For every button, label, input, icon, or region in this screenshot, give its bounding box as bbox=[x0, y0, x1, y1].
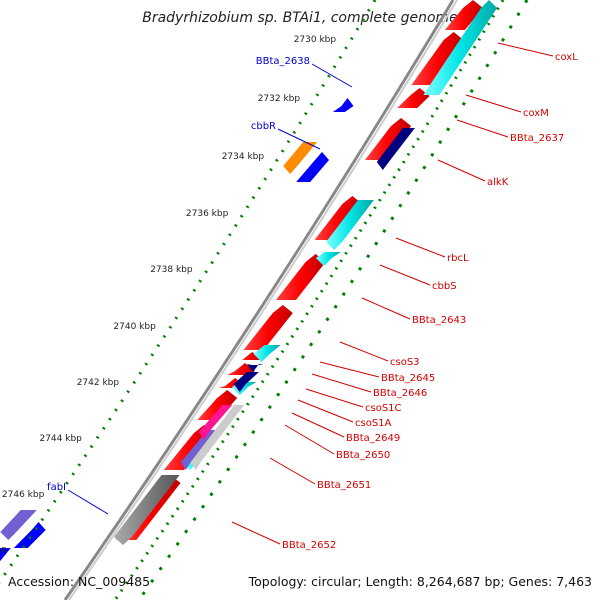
label-leader bbox=[465, 94, 522, 113]
label-leader bbox=[456, 119, 509, 138]
gene-label: fabI bbox=[47, 482, 66, 493]
label-leader bbox=[284, 424, 335, 455]
cds-red-0 bbox=[444, 0, 483, 30]
gene-label: csoS1A bbox=[355, 418, 392, 429]
cds-orange-cbbR bbox=[283, 142, 318, 174]
cds-red-4 bbox=[314, 196, 363, 240]
gene-label: BBta_2650 bbox=[336, 450, 390, 461]
accession-text: Accession: NC_009485 bbox=[8, 574, 151, 589]
cds-navy-0 bbox=[376, 128, 415, 170]
backbone-line bbox=[63, 0, 455, 600]
tick-label: 2738 kbp bbox=[150, 265, 193, 275]
label-layer: 2730 kbp 2732 kbp 2734 kbp 2736 kbp 2738 kbp… bbox=[0, 35, 578, 555]
gene-label: cbbS bbox=[432, 281, 457, 292]
gene-label: BBta_2637 bbox=[510, 133, 564, 144]
cds-navy-1 bbox=[247, 364, 264, 372]
cds-navy-2 bbox=[233, 372, 259, 392]
cds-grey bbox=[113, 475, 180, 545]
label-leader bbox=[67, 489, 109, 515]
cds-blue-cbbR2 bbox=[296, 152, 329, 182]
gene-label: BBta_2651 bbox=[317, 480, 371, 491]
backbone-layer bbox=[63, 0, 458, 600]
gene-label: BBta_2643 bbox=[412, 315, 466, 326]
label-leader bbox=[311, 373, 372, 393]
outer-dotted-track bbox=[113, 0, 505, 600]
cds-red-1 bbox=[411, 32, 464, 85]
gene-label: csoS3 bbox=[390, 357, 420, 368]
tick-label: 2746 kbp bbox=[2, 490, 45, 500]
label-leader bbox=[305, 388, 364, 408]
gene-label: BBta_2638 bbox=[256, 56, 310, 67]
tick-label: 2744 kbp bbox=[39, 434, 82, 444]
gene-label: alkK bbox=[487, 177, 509, 188]
label-leader bbox=[497, 42, 554, 57]
gene-label: BBta_2646 bbox=[373, 388, 427, 399]
label-leader bbox=[379, 264, 431, 286]
label-leader bbox=[277, 128, 321, 150]
dotted-tracks bbox=[0, 0, 529, 600]
label-leader bbox=[319, 361, 380, 378]
cds-red-5 bbox=[276, 254, 326, 300]
cds-red-3 bbox=[365, 118, 412, 160]
tick-label: 2742 kbp bbox=[77, 378, 120, 388]
label-leader bbox=[269, 457, 316, 485]
gene-label: cbbR bbox=[251, 121, 276, 132]
gene-label: BBta_2652 bbox=[282, 540, 336, 551]
gene-label: BBta_2645 bbox=[381, 373, 435, 384]
label-leader bbox=[311, 63, 353, 88]
gene-label: rbcL bbox=[447, 253, 469, 264]
cds-blue-2638 bbox=[332, 98, 354, 112]
label-leader bbox=[395, 237, 446, 258]
cds-cyan-0 bbox=[423, 0, 497, 95]
label-leader bbox=[297, 399, 354, 423]
gene-label: BBta_2649 bbox=[346, 433, 400, 444]
label-leader bbox=[361, 297, 411, 320]
label-leader bbox=[231, 521, 281, 545]
outer-dotted-track-2 bbox=[137, 0, 529, 600]
cds-red-10 bbox=[197, 390, 238, 420]
label-leader bbox=[339, 341, 389, 362]
cds-red-11 bbox=[163, 425, 214, 470]
gene-label: csoS1C bbox=[365, 403, 402, 414]
topology-text: Topology: circular; Length: 8,264,687 bp… bbox=[248, 574, 592, 589]
cds-red-7 bbox=[236, 352, 263, 360]
tick-label: 2740 kbp bbox=[113, 322, 156, 332]
gene-label: coxM bbox=[523, 108, 549, 119]
label-leader bbox=[291, 412, 345, 438]
label-leader bbox=[437, 159, 486, 182]
tick-label: 2734 kbp bbox=[222, 152, 265, 162]
cds-cyan-1 bbox=[326, 200, 374, 250]
cds-purple-fabI bbox=[0, 510, 37, 540]
tick-label: 2736 kbp bbox=[186, 209, 229, 219]
cds-cyan-3 bbox=[253, 345, 281, 362]
tick-label: 2730 kbp bbox=[294, 35, 337, 45]
tick-label: 2732 kbp bbox=[258, 94, 301, 104]
cds-cyan-2 bbox=[315, 252, 341, 266]
backbone-highlight bbox=[68, 0, 458, 600]
feature-layer bbox=[0, 0, 497, 562]
gene-label: coxL bbox=[555, 52, 578, 63]
map-title: Bradyrhizobium sp. BTAi1, complete genom… bbox=[142, 10, 458, 26]
cds-red-2 bbox=[397, 88, 430, 108]
cds-red-6 bbox=[243, 305, 293, 350]
cds-blue-3 bbox=[0, 548, 11, 562]
tick-label: 2748 kbp bbox=[0, 545, 7, 555]
cds-pink bbox=[198, 405, 233, 440]
cds-lightgrey bbox=[190, 405, 245, 470]
inner-dotted-track bbox=[0, 0, 377, 584]
